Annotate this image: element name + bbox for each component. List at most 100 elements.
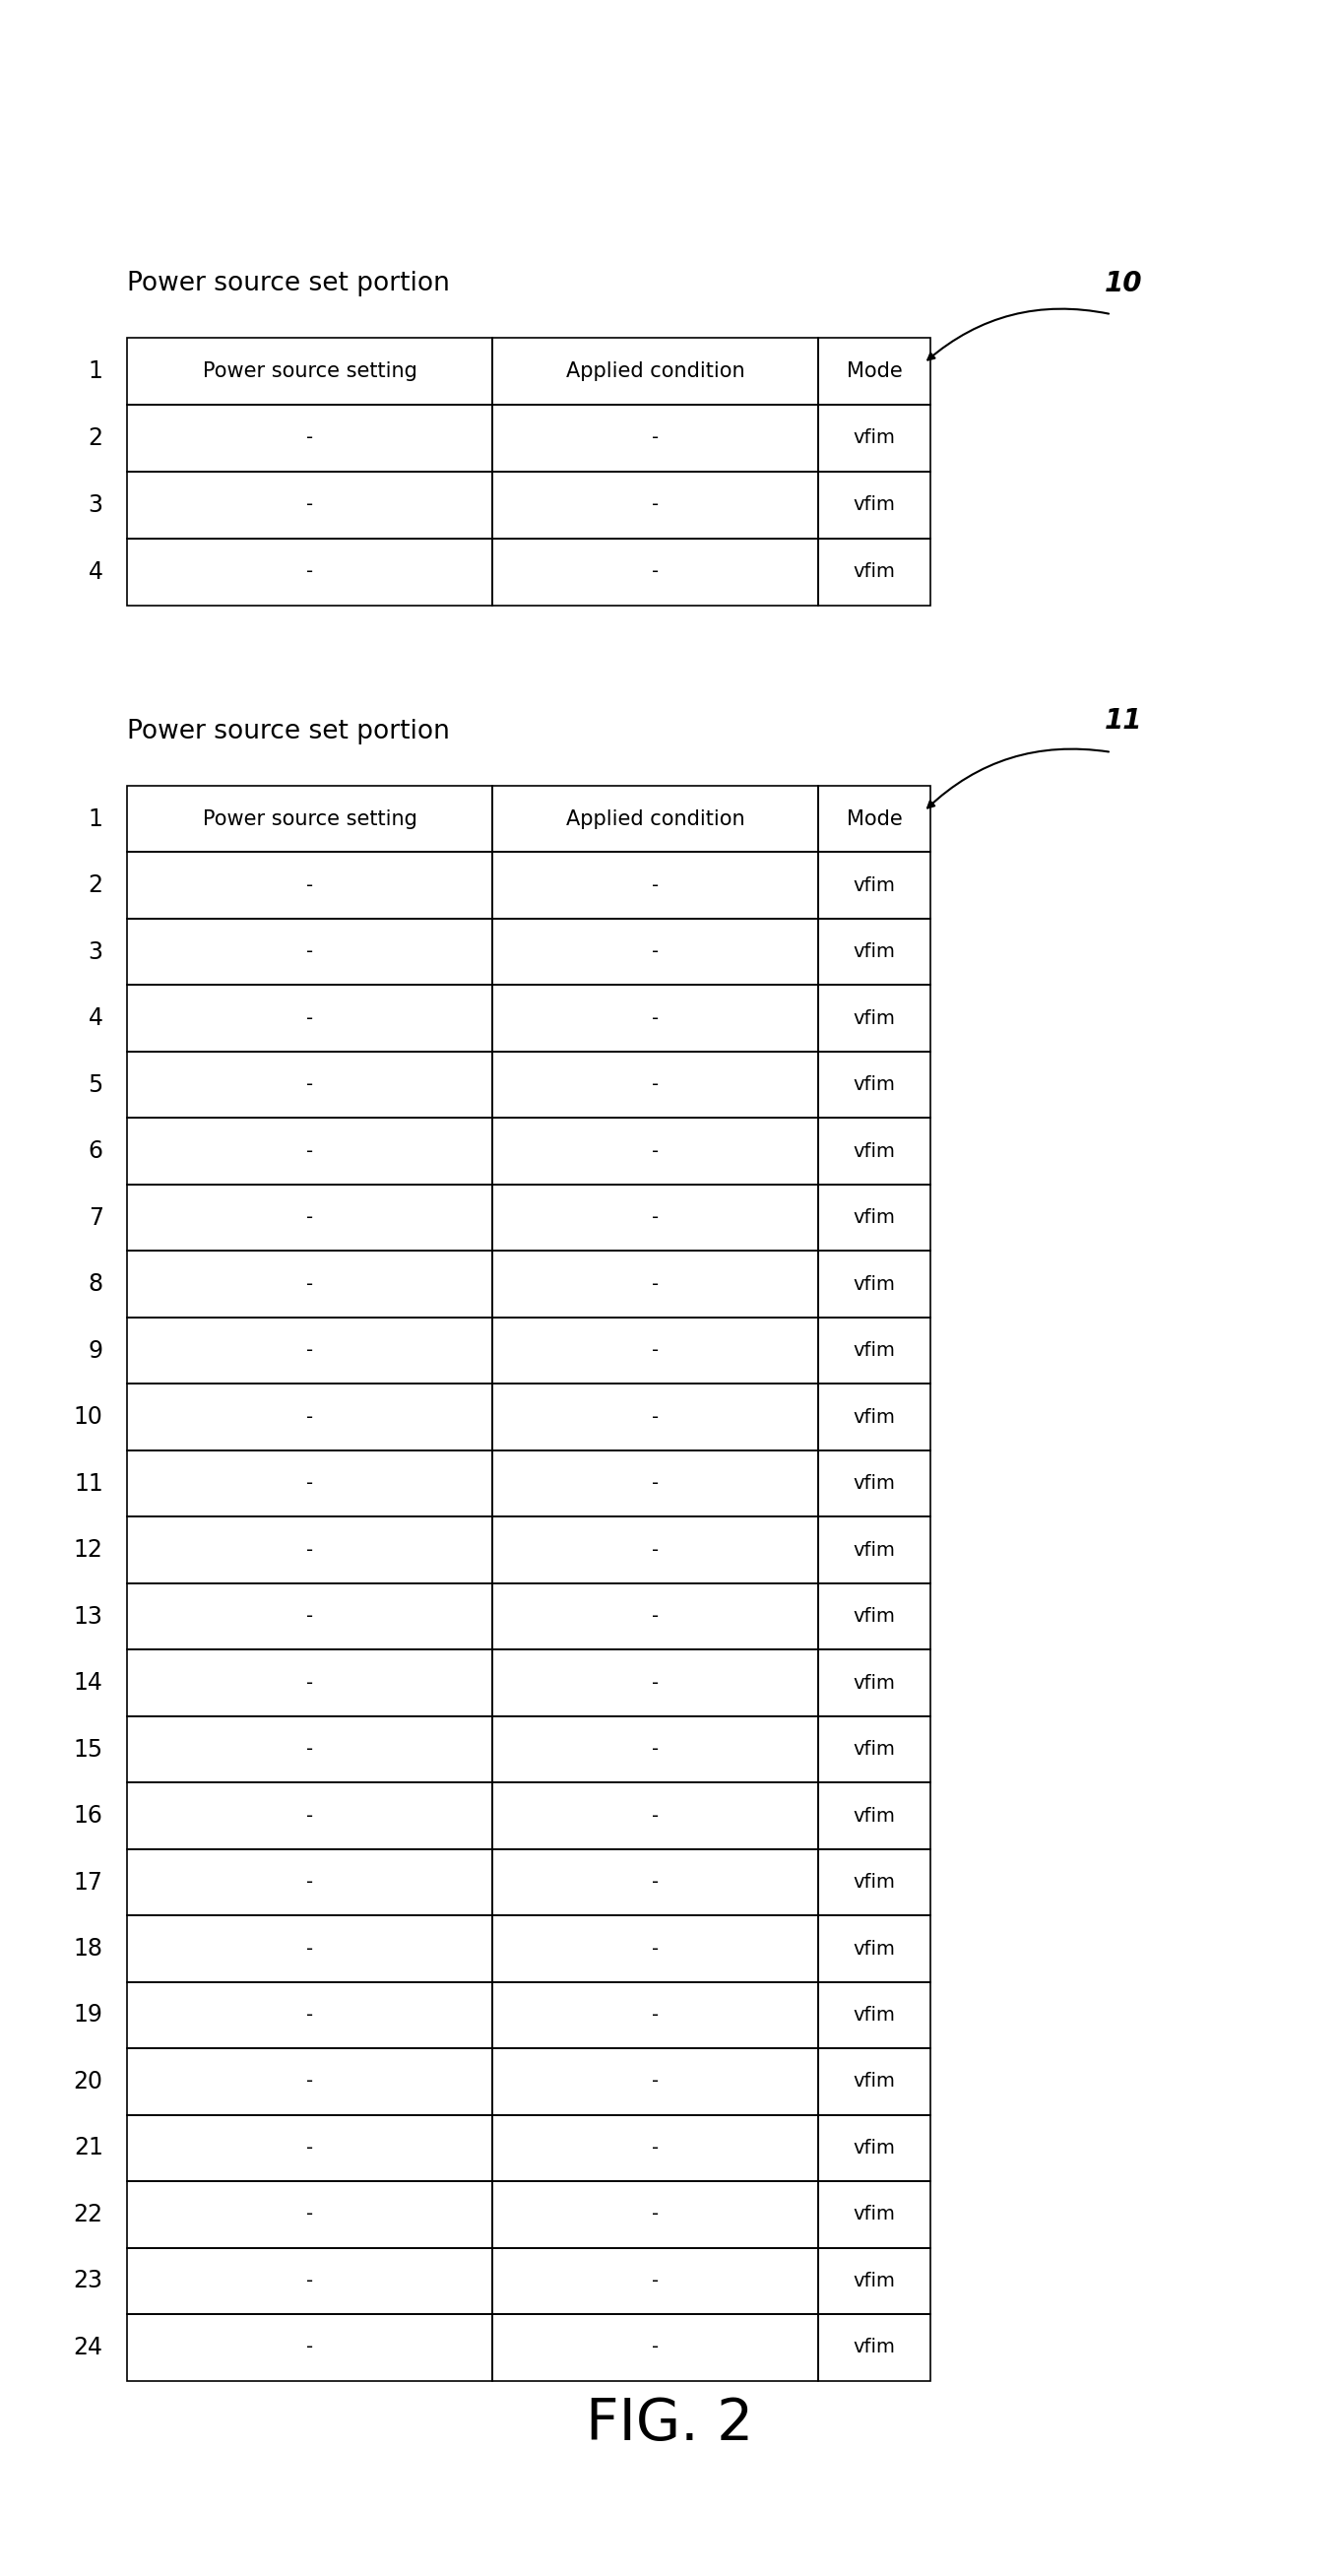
- Text: vfim: vfim: [853, 1540, 896, 1558]
- Bar: [818, 920, 931, 984]
- Text: -: -: [652, 1010, 659, 1028]
- Text: 2: 2: [88, 873, 103, 896]
- Text: 14: 14: [74, 1672, 103, 1695]
- Text: -: -: [307, 2071, 313, 2092]
- Text: -: -: [652, 1940, 659, 1958]
- Bar: [127, 538, 493, 605]
- Bar: [493, 1383, 818, 1450]
- Text: -: -: [307, 1010, 313, 1028]
- Text: -: -: [307, 1607, 313, 1625]
- Bar: [493, 404, 818, 471]
- Bar: [493, 1917, 818, 1981]
- Text: vfim: vfim: [853, 495, 896, 515]
- Text: -: -: [307, 1342, 313, 1360]
- Text: -: -: [652, 2339, 659, 2357]
- Bar: [818, 2249, 931, 2313]
- Text: 10: 10: [74, 1406, 103, 1430]
- Bar: [818, 1917, 931, 1981]
- Bar: [493, 1118, 818, 1185]
- Bar: [818, 1316, 931, 1383]
- Bar: [818, 984, 931, 1051]
- Bar: [818, 1517, 931, 1584]
- Text: -: -: [307, 1208, 313, 1226]
- Text: -: -: [307, 1940, 313, 1958]
- Text: 15: 15: [74, 1739, 103, 1762]
- Text: Power source set portion: Power source set portion: [127, 270, 450, 296]
- Text: 22: 22: [74, 2202, 103, 2226]
- Text: 4: 4: [88, 1007, 103, 1030]
- Bar: [818, 337, 931, 404]
- Bar: [493, 984, 818, 1051]
- Text: -: -: [307, 876, 313, 894]
- Text: -: -: [652, 2272, 659, 2290]
- Text: -: -: [652, 2205, 659, 2223]
- Bar: [127, 984, 493, 1051]
- Text: -: -: [652, 876, 659, 894]
- Text: Mode: Mode: [846, 361, 902, 381]
- Text: -: -: [652, 2071, 659, 2092]
- Bar: [127, 2182, 493, 2249]
- Text: vfim: vfim: [853, 428, 896, 448]
- Text: -: -: [652, 1406, 659, 1427]
- Text: Power source set portion: Power source set portion: [127, 719, 450, 744]
- Text: -: -: [307, 2205, 313, 2223]
- Text: 5: 5: [88, 1074, 103, 1097]
- Text: -: -: [652, 1473, 659, 1494]
- Bar: [127, 1649, 493, 1716]
- Text: 17: 17: [74, 1870, 103, 1893]
- Bar: [127, 1716, 493, 1783]
- Bar: [127, 1185, 493, 1252]
- Text: 6: 6: [88, 1139, 103, 1162]
- Text: vfim: vfim: [853, 562, 896, 582]
- Text: -: -: [652, 1275, 659, 1293]
- Bar: [493, 1450, 818, 1517]
- Text: 19: 19: [74, 2004, 103, 2027]
- Text: vfim: vfim: [853, 1010, 896, 1028]
- Text: -: -: [652, 1806, 659, 1826]
- Text: 10: 10: [1105, 270, 1142, 296]
- Bar: [818, 786, 931, 853]
- Bar: [127, 1118, 493, 1185]
- Text: 1: 1: [88, 358, 103, 384]
- Bar: [818, 1118, 931, 1185]
- Bar: [127, 1850, 493, 1917]
- Bar: [818, 1383, 931, 1450]
- Bar: [127, 1383, 493, 1450]
- Text: -: -: [652, 1739, 659, 1759]
- Text: vfim: vfim: [853, 1873, 896, 1891]
- Bar: [818, 538, 931, 605]
- Bar: [127, 2313, 493, 2380]
- Bar: [493, 1517, 818, 1584]
- Text: -: -: [307, 1141, 313, 1162]
- Bar: [127, 1517, 493, 1584]
- Bar: [493, 1316, 818, 1383]
- Bar: [493, 1051, 818, 1118]
- Text: 23: 23: [74, 2269, 103, 2293]
- Text: Power source setting: Power source setting: [202, 361, 418, 381]
- Text: vfim: vfim: [853, 1406, 896, 1427]
- Bar: [127, 1316, 493, 1383]
- Text: -: -: [652, 1074, 659, 1095]
- Text: vfim: vfim: [853, 1141, 896, 1162]
- Text: -: -: [307, 1540, 313, 1558]
- Text: -: -: [652, 495, 659, 515]
- Text: 1: 1: [88, 806, 103, 829]
- Text: -: -: [652, 1607, 659, 1625]
- Text: Applied condition: Applied condition: [566, 809, 744, 829]
- Text: 11: 11: [74, 1471, 103, 1494]
- Bar: [493, 1716, 818, 1783]
- Text: 13: 13: [74, 1605, 103, 1628]
- Text: vfim: vfim: [853, 1208, 896, 1226]
- Text: -: -: [652, 1674, 659, 1692]
- Bar: [127, 1450, 493, 1517]
- Bar: [818, 1450, 931, 1517]
- Bar: [818, 853, 931, 920]
- Text: vfim: vfim: [853, 1739, 896, 1759]
- Bar: [127, 1252, 493, 1316]
- Bar: [127, 853, 493, 920]
- Bar: [493, 1185, 818, 1252]
- Text: -: -: [307, 1473, 313, 1494]
- Bar: [493, 2048, 818, 2115]
- Bar: [818, 1783, 931, 1850]
- Bar: [493, 786, 818, 853]
